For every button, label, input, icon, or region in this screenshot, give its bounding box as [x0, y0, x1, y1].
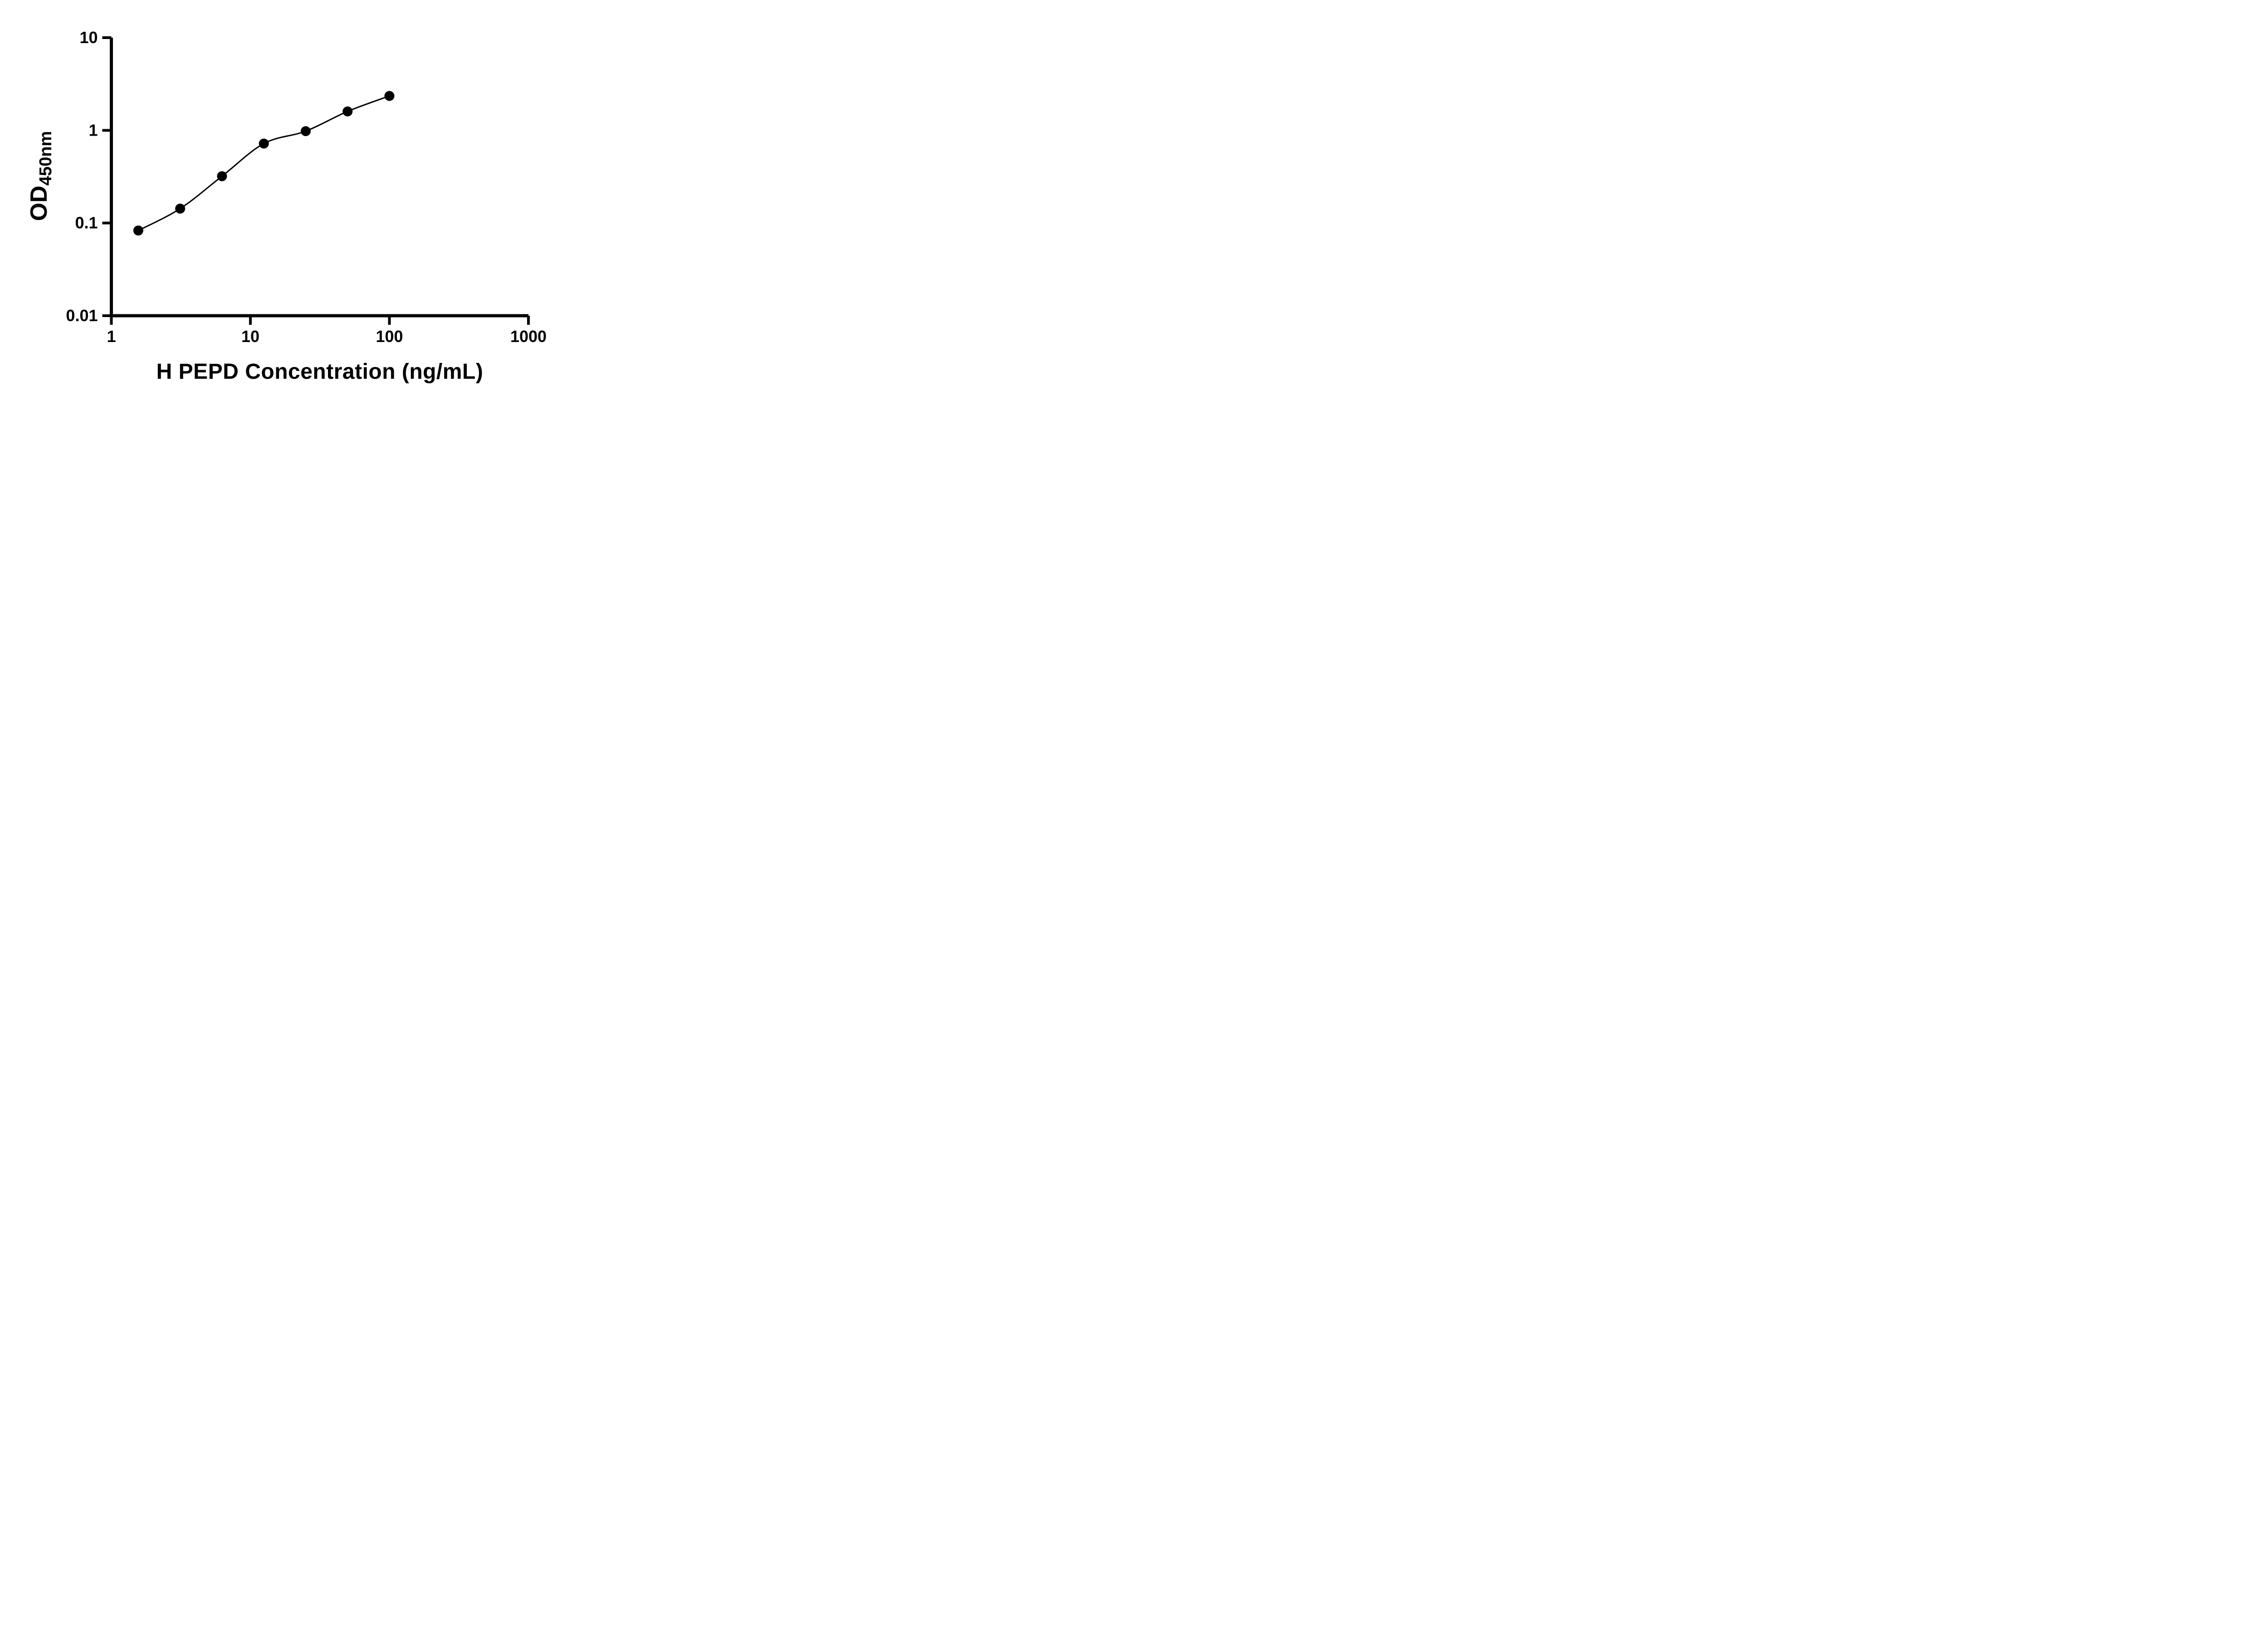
- x-tick-label: 100: [376, 327, 403, 346]
- data-point: [175, 203, 186, 214]
- data-point: [384, 91, 395, 101]
- data-point: [259, 138, 269, 149]
- axes-frame: [110, 38, 528, 318]
- x-tick-label: 1: [107, 327, 116, 346]
- y-tick-label: 10: [79, 28, 98, 47]
- x-axis-title: H PEPD Concentration (ng/mL): [156, 360, 484, 384]
- y-tick-label: 0.1: [75, 214, 98, 232]
- data-point: [342, 106, 353, 117]
- y-axis-title: OD450nm: [25, 131, 55, 221]
- y-tick-label: 0.01: [66, 306, 98, 325]
- y-axis-title-subscript: 450nm: [36, 131, 55, 186]
- elisa-standard-curve-chart: 1 10 100 1000 0.01 0.1 1 10 H PEPD Concentratio…: [0, 0, 583, 408]
- y-tick-label: 1: [88, 121, 98, 139]
- data-point: [217, 171, 227, 181]
- chart-canvas: 1 10 100 1000 0.01 0.1 1 10: [66, 28, 547, 346]
- data-point: [300, 126, 311, 137]
- data-point: [133, 225, 143, 236]
- x-tick-label: 1000: [510, 327, 547, 346]
- x-tick-label: 10: [241, 327, 259, 346]
- y-axis-title-main: OD: [26, 186, 52, 221]
